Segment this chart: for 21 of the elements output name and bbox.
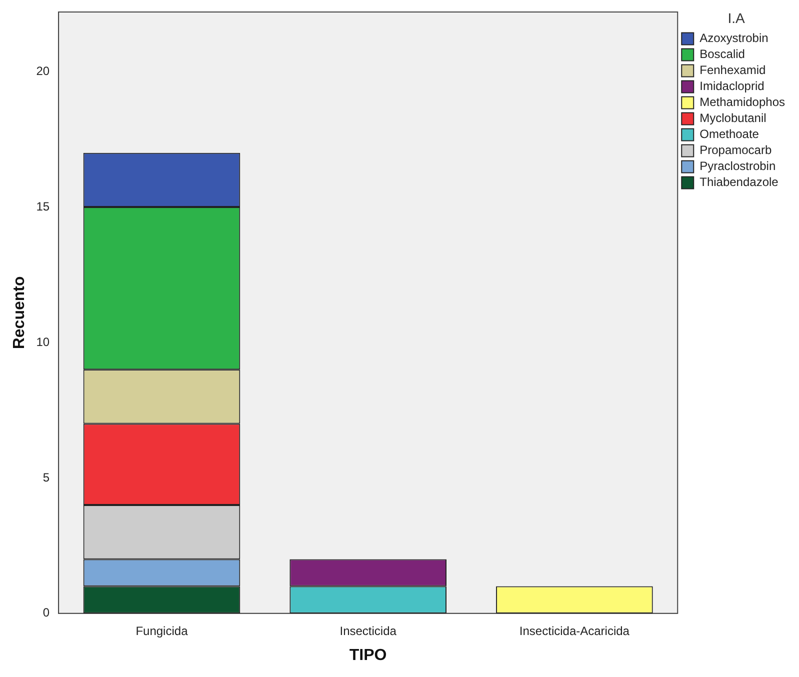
legend-label: Imidacloprid	[700, 79, 764, 94]
y-tick-label: 15	[36, 199, 50, 214]
x-axis-title: TIPO	[349, 646, 387, 664]
x-tick-label: Fungicida	[136, 624, 188, 638]
x-tick-label: Insecticida	[340, 624, 397, 638]
legend-label: Thiabendazole	[700, 175, 779, 190]
y-tick-label: 5	[42, 470, 50, 484]
y-tick-label: 0	[42, 606, 50, 620]
y-tick-label: 20	[36, 64, 50, 78]
legend-label: Methamidophos	[700, 95, 786, 110]
legend-label: Azoxystrobin	[700, 31, 768, 46]
y-tick-label: 10	[36, 334, 50, 349]
legend-label: Fenhexamid	[700, 63, 766, 78]
legend-label: Propamocarb	[700, 143, 772, 158]
y-axis-title: Recuento	[11, 276, 28, 350]
legend-label: Myclobutanil	[700, 111, 766, 126]
legend-title: I.A	[728, 10, 746, 26]
legend-label: Omethoate	[700, 127, 760, 142]
legend-label: Boscalid	[700, 47, 745, 62]
x-tick-label: Insecticida-Acaricida	[519, 624, 630, 638]
legend-label: Pyraclostrobin	[700, 159, 776, 174]
